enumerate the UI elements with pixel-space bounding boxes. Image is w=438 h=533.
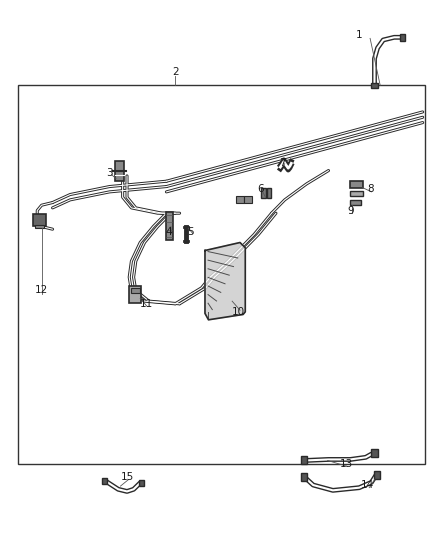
Text: 6: 6 [257,184,264,194]
Bar [102,478,107,484]
Bar [236,196,244,203]
Text: 11: 11 [140,299,153,309]
Text: 8: 8 [367,184,374,194]
Bar [166,212,173,240]
Text: 9: 9 [347,206,354,215]
Bar [261,188,266,198]
Bar [371,449,378,457]
Bar [129,286,141,303]
Bar [371,83,378,88]
Bar [374,471,380,479]
Bar [244,196,252,203]
Text: 15: 15 [120,472,134,482]
Bar [33,214,46,226]
Text: 13: 13 [339,459,353,469]
Bar [301,473,307,481]
Text: 3: 3 [106,168,113,178]
Text: 7: 7 [279,158,286,167]
Text: 14: 14 [361,480,374,490]
Bar [115,161,124,181]
Bar [400,34,405,41]
Bar [350,191,363,196]
Text: 10: 10 [232,307,245,317]
Bar [18,85,425,464]
Bar [301,456,307,464]
Bar [35,225,44,228]
Bar [131,288,140,293]
Bar [350,200,361,205]
Text: 5: 5 [187,227,194,237]
Text: 4: 4 [165,227,172,237]
Polygon shape [205,243,245,320]
Text: 2: 2 [172,67,179,77]
Bar [267,188,271,198]
Bar [350,181,363,188]
Text: 12: 12 [35,286,48,295]
Text: 1: 1 [356,30,363,39]
Bar [139,480,144,486]
